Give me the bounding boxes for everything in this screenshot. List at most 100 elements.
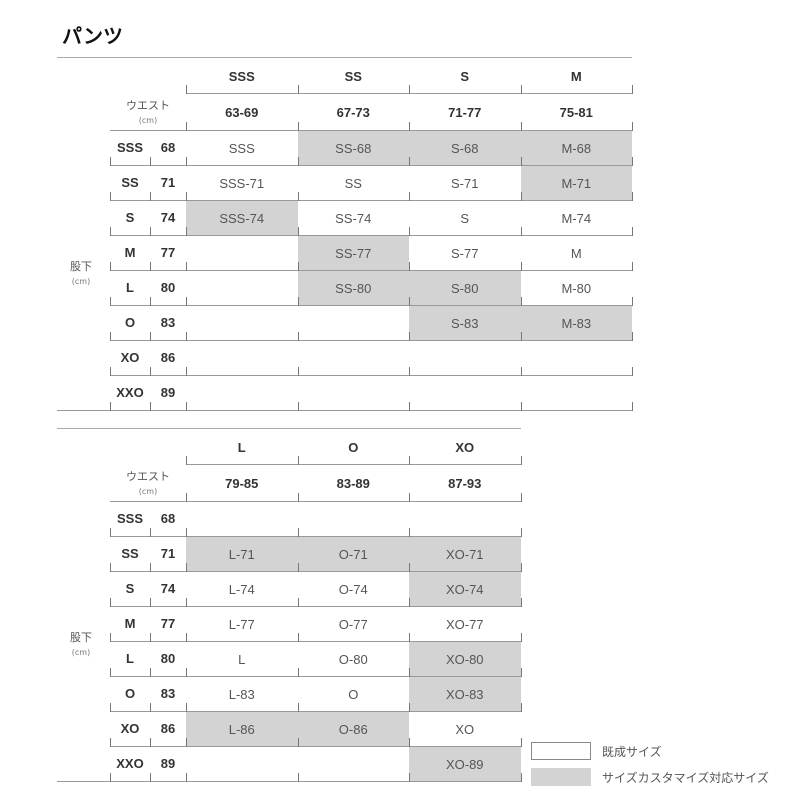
table-top-rule [57,428,521,429]
waist-label: ウエスト (cm) [110,97,186,125]
tick-mark [110,668,111,677]
size-cell: S-77 [451,245,479,261]
row-rule [110,340,632,341]
tick-mark [150,738,151,747]
tick-mark [186,157,187,166]
tick-mark [186,528,187,537]
tick-mark [409,157,410,166]
tick-mark [298,297,299,306]
row-inseam-value: 89 [160,385,176,400]
tick-mark [409,122,410,131]
row-size-label: XXO [116,756,144,771]
tick-mark [150,367,151,376]
tick-mark [110,773,111,782]
tick-mark [298,738,299,747]
tick-mark [150,563,151,572]
tick-mark [150,633,151,642]
row-inseam-value: 71 [160,546,176,561]
row-inseam-value: 83 [160,686,176,701]
column-range-header: 79-85 [225,475,259,491]
size-cell: O [348,686,359,702]
tick-mark [409,633,410,642]
legend-standard-label: 既成サイズ [602,745,662,759]
row-size-label: XO [120,721,140,736]
tick-mark [521,773,522,782]
size-cell [298,306,410,340]
tick-mark [632,402,633,411]
size-cell [298,747,410,781]
row-inseam-value: 68 [160,511,176,526]
tick-mark [298,332,299,341]
custom-size-cell: XO-80 [409,642,521,676]
page-title: パンツ [62,24,123,48]
legend-standard-swatch [531,742,591,760]
tick-mark [298,773,299,782]
tick-mark [110,332,111,341]
tick-mark [521,367,522,376]
column-range-header: 83-89 [336,475,370,491]
tick-mark [298,528,299,537]
tick-mark [409,367,410,376]
custom-size-cell: M-83 [520,306,632,340]
custom-size-cell: L-71 [186,537,298,571]
size-cell [409,502,521,536]
size-cell: L-74 [228,581,255,597]
tick-mark [298,633,299,642]
custom-size-cell: M-68 [520,131,632,165]
tick-mark [110,157,111,166]
row-size-label: SSS [116,140,143,155]
custom-size-cell: SS-80 [297,271,409,305]
waist-label-text: ウエスト [126,470,170,483]
tick-mark [150,297,151,306]
row-rule [110,410,632,411]
tick-mark [298,85,299,94]
tick-mark [409,493,410,502]
tick-mark [186,402,187,411]
row-size-label: L [126,651,134,666]
row-inseam-value: 83 [160,315,176,330]
tick-mark [186,297,187,306]
tick-mark [521,157,522,166]
tick-mark [110,563,111,572]
row-size-label: SSS [116,511,143,526]
tick-mark [110,227,111,236]
row-inseam-value: 74 [160,210,176,225]
header-divider [186,464,521,465]
tick-mark [186,332,187,341]
column-size-header: M [570,68,582,84]
tick-mark [150,703,151,712]
tick-mark [632,157,633,166]
waist-unit: (cm) [138,116,158,125]
tick-mark [186,227,187,236]
tick-mark [150,262,151,271]
tick-mark [186,456,187,465]
tick-mark [409,528,410,537]
row-rule [110,711,521,712]
tick-mark [521,738,522,747]
size-cell: O-74 [338,581,368,597]
row-inseam-value: 80 [160,651,176,666]
size-cell [186,341,298,375]
tick-mark [409,563,410,572]
column-size-header: XO [455,439,475,455]
header-bottom-rule [110,130,632,131]
tick-mark [186,85,187,94]
tick-mark [521,563,522,572]
row-rule [110,571,521,572]
tick-mark [186,367,187,376]
tick-mark [298,493,299,502]
table-bottom-rule [57,781,110,782]
inseam-label: 股下 (cm) [57,258,105,286]
tick-mark [186,773,187,782]
tick-mark [150,668,151,677]
inseam-label: 股下 (cm) [57,629,105,657]
row-rule [110,375,632,376]
tick-mark [409,85,410,94]
tick-mark [150,332,151,341]
size-cell: S-71 [451,175,479,191]
custom-size-cell: XO-74 [409,572,521,606]
inseam-unit: (cm) [71,277,91,286]
row-rule [110,746,521,747]
tick-mark [521,297,522,306]
tick-mark [521,633,522,642]
